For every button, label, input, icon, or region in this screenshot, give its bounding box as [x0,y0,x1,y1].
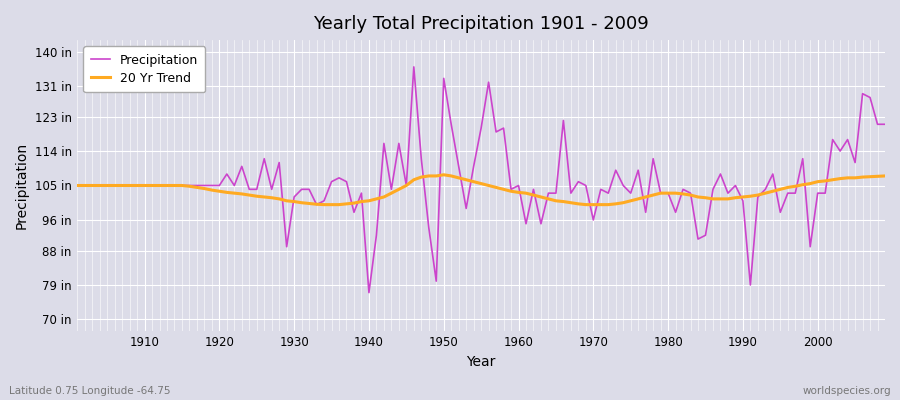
20 Yr Trend [131,183,142,188]
20 Yr Trend [879,174,890,178]
Precipitation [72,183,83,188]
Precipitation [296,187,307,192]
20 Yr Trend [520,191,531,196]
Precipitation [341,179,352,184]
Precipitation [528,187,539,192]
20 Yr Trend [296,200,307,205]
Text: worldspecies.org: worldspecies.org [803,386,891,396]
20 Yr Trend [319,202,329,207]
20 Yr Trend [617,200,628,205]
Text: Latitude 0.75 Longitude -64.75: Latitude 0.75 Longitude -64.75 [9,386,170,396]
Precipitation [409,64,419,69]
20 Yr Trend [72,183,83,188]
20 Yr Trend [528,193,539,198]
Legend: Precipitation, 20 Yr Trend: Precipitation, 20 Yr Trend [84,46,205,92]
Y-axis label: Precipitation: Precipitation [15,142,29,229]
Precipitation [879,122,890,127]
Precipitation [364,290,374,295]
Line: 20 Yr Trend: 20 Yr Trend [77,175,885,205]
Title: Yearly Total Precipitation 1901 - 2009: Yearly Total Precipitation 1901 - 2009 [313,15,649,33]
Line: Precipitation: Precipitation [77,67,885,293]
Precipitation [617,183,628,188]
20 Yr Trend [438,172,449,177]
20 Yr Trend [348,201,359,206]
X-axis label: Year: Year [466,355,496,369]
Precipitation [131,183,142,188]
Precipitation [520,221,531,226]
